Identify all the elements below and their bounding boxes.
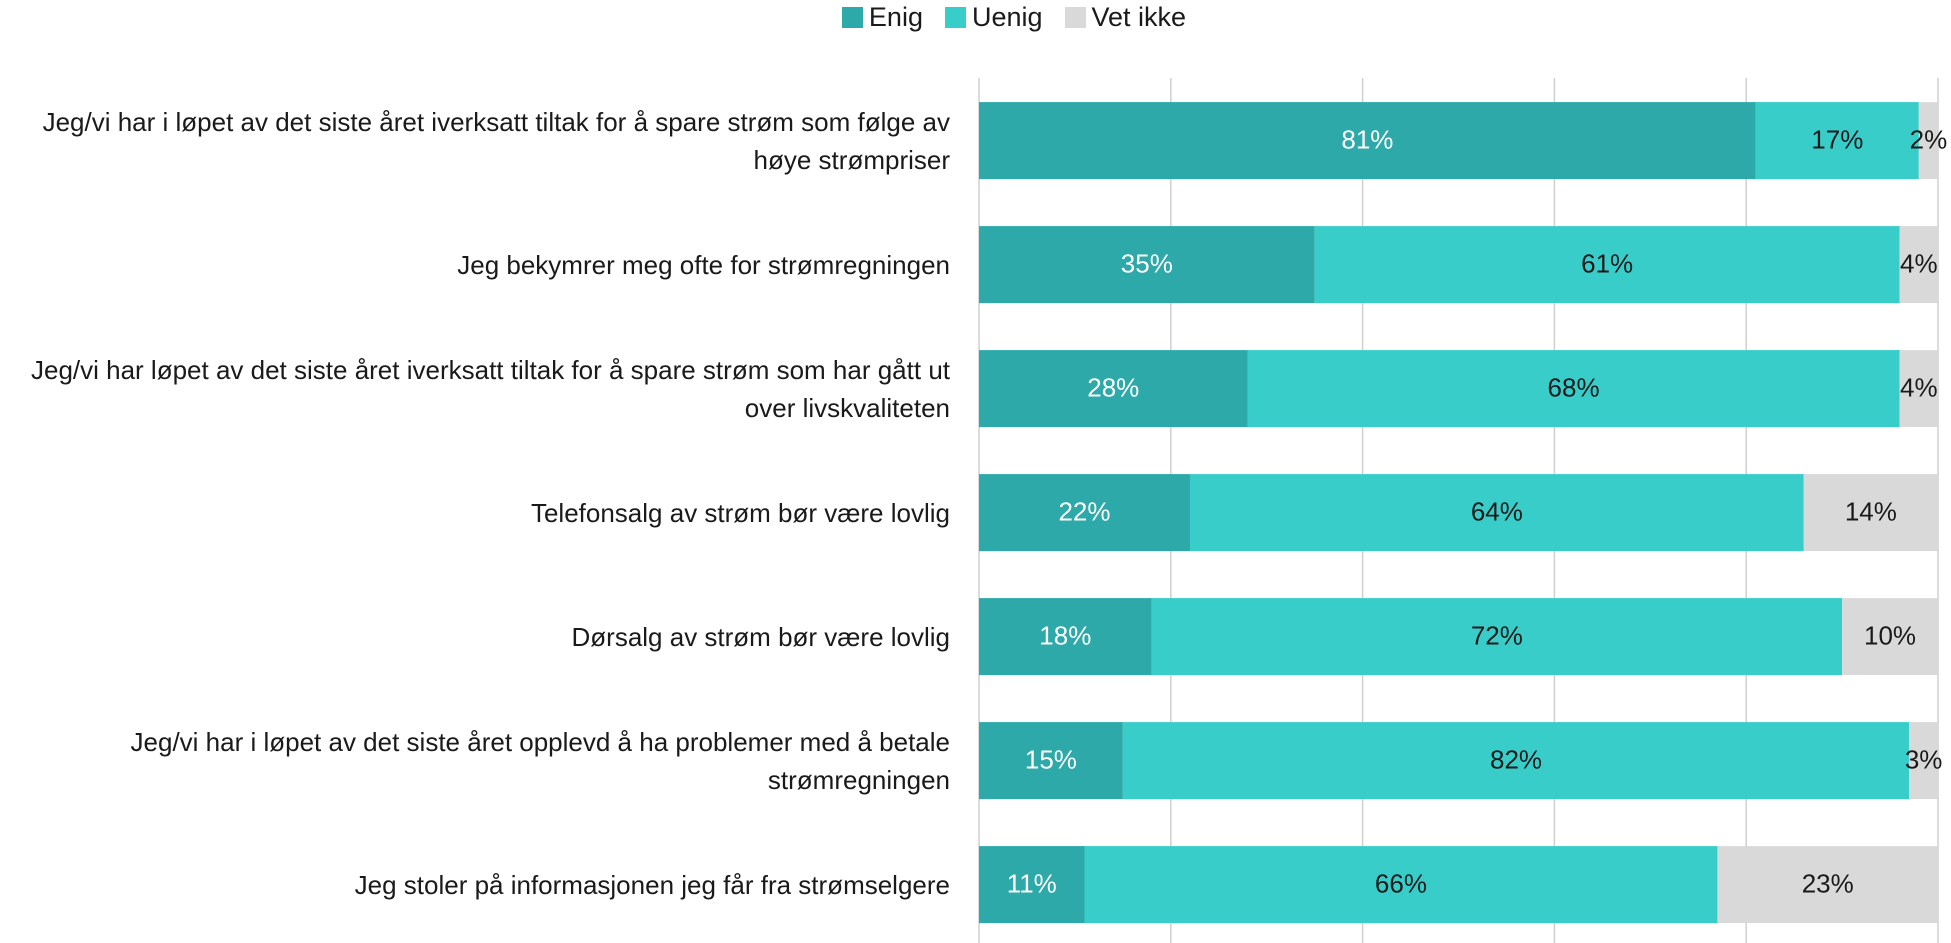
data-label: 18% [1039, 620, 1091, 650]
data-label: 22% [1058, 496, 1110, 526]
data-label: 64% [1471, 496, 1523, 526]
category-label: Jeg bekymrer meg ofte for strømregningen [457, 249, 950, 280]
bar-segment [1314, 226, 1900, 304]
bar-segment [1899, 226, 1938, 304]
data-label: 17% [1811, 124, 1863, 154]
data-label: 4% [1900, 372, 1938, 402]
bar-segment [979, 102, 1756, 180]
legend-item: Uenig [944, 2, 1043, 33]
category-label: Jeg/vi har løpet av det siste året iverk… [30, 354, 950, 423]
bar-segment [979, 722, 1123, 800]
data-label: 4% [1900, 248, 1938, 278]
bar-segment [1755, 102, 1919, 180]
bar-segment [1122, 722, 1910, 800]
data-label: 14% [1845, 496, 1897, 526]
data-label: 35% [1121, 248, 1173, 278]
legend-label: Vet ikke [1091, 2, 1187, 32]
data-label: 11% [1007, 868, 1057, 898]
bar-segment [1189, 474, 1804, 552]
data-label: 2% [1910, 124, 1948, 154]
data-label: 23% [1802, 868, 1854, 898]
data-label: 10% [1864, 620, 1916, 650]
legend-swatch [841, 7, 863, 28]
legend-item: Enig [841, 2, 923, 33]
legend: Enig Uenig Vet ikke [0, 2, 1951, 33]
category-label: Telefonsalg av strøm bør være lovlig [530, 497, 950, 528]
category-label: Jeg stoler på informasjonen jeg får fra … [354, 869, 950, 900]
bar-segment [1803, 474, 1938, 552]
legend-label: Uenig [971, 2, 1043, 32]
data-label: 81% [1341, 124, 1393, 154]
legend-swatch [944, 7, 966, 28]
bar-segment [1918, 102, 1938, 180]
bar-segment [979, 474, 1190, 552]
data-label: 66% [1375, 868, 1427, 898]
data-label: 15% [1025, 744, 1077, 774]
category-label: Jeg/vi har i løpet av det siste året opp… [130, 726, 950, 795]
data-label: 28% [1087, 372, 1139, 402]
data-label: 72% [1471, 620, 1523, 650]
bar-segment [1084, 846, 1718, 924]
bar-segment [1909, 722, 1938, 800]
data-label: 82% [1490, 744, 1542, 774]
legend-item: Vet ikke [1064, 2, 1187, 33]
bar-segment [979, 846, 1085, 924]
bar-segment [1717, 846, 1938, 924]
legend-label: Enig [868, 2, 923, 32]
data-label: 68% [1548, 372, 1600, 402]
bar-segment [1247, 350, 1900, 428]
bar-segment [1151, 598, 1843, 676]
bar-segment [979, 226, 1315, 304]
bar-segment [1842, 598, 1938, 676]
data-label: 3% [1905, 744, 1943, 774]
bar-segment [1899, 350, 1938, 428]
category-label: Dørsalg av strøm bør være lovlig [571, 621, 951, 652]
data-label: 61% [1581, 248, 1633, 278]
legend-swatch [1064, 7, 1086, 28]
bar-segment [979, 598, 1152, 676]
bar-segment [979, 350, 1248, 428]
category-label: Jeg/vi har i løpet av det siste året ive… [42, 106, 950, 175]
